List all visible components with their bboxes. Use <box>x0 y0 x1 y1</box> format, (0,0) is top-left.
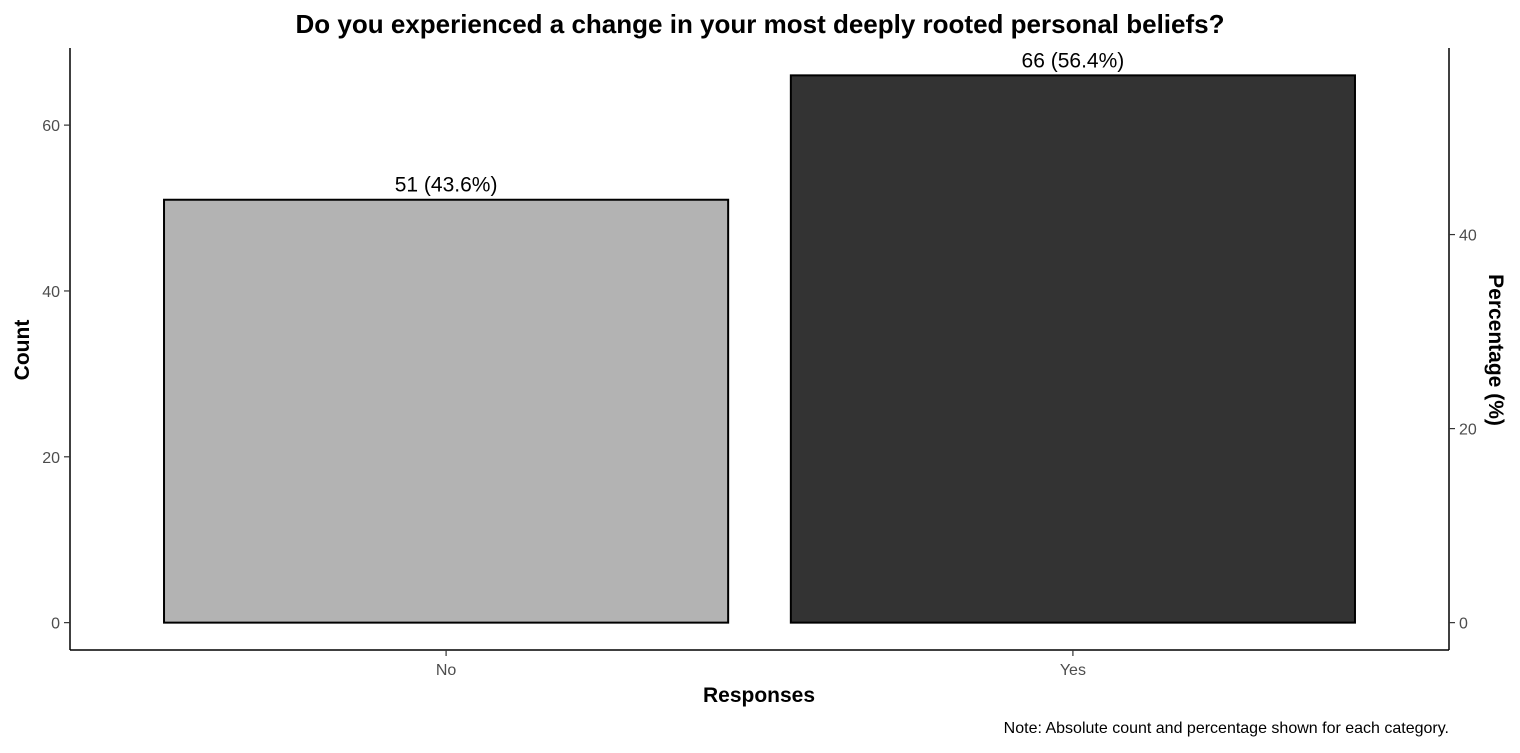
y2-tick-label: 40 <box>1459 228 1477 245</box>
y2-tick-label: 0 <box>1459 616 1468 633</box>
chart-caption: Note: Absolute count and percentage show… <box>1004 720 1449 737</box>
x-tick-label: Yes <box>1060 662 1086 679</box>
y-ticks-layer: 0 20 40 60 <box>42 118 70 633</box>
y2-ticks-layer: 0 20 40 <box>1449 228 1477 633</box>
y-axis-title: Count <box>11 320 34 381</box>
y-tick-label: 20 <box>42 450 60 467</box>
x-tick-label: No <box>436 662 457 679</box>
x-axis-title: Responses <box>703 684 815 707</box>
x-ticks-layer: No Yes <box>436 650 1086 679</box>
y2-axis-title: Percentage (%) <box>1484 274 1507 426</box>
bar-no <box>163 198 730 624</box>
data-labels-layer: 51 (43.6%) 66 (56.4%) <box>395 49 1125 196</box>
data-label-yes: 66 (56.4%) <box>1022 49 1125 72</box>
bar-yes <box>789 74 1356 624</box>
y-tick-label: 60 <box>42 118 60 135</box>
y2-tick-label: 20 <box>1459 422 1477 439</box>
data-label-no: 51 (43.6%) <box>395 174 498 197</box>
y-tick-label: 40 <box>42 284 60 301</box>
chart-title: Do you experienced a change in your most… <box>295 9 1224 39</box>
y-tick-label: 0 <box>51 616 60 633</box>
bars-layer <box>163 74 1356 624</box>
